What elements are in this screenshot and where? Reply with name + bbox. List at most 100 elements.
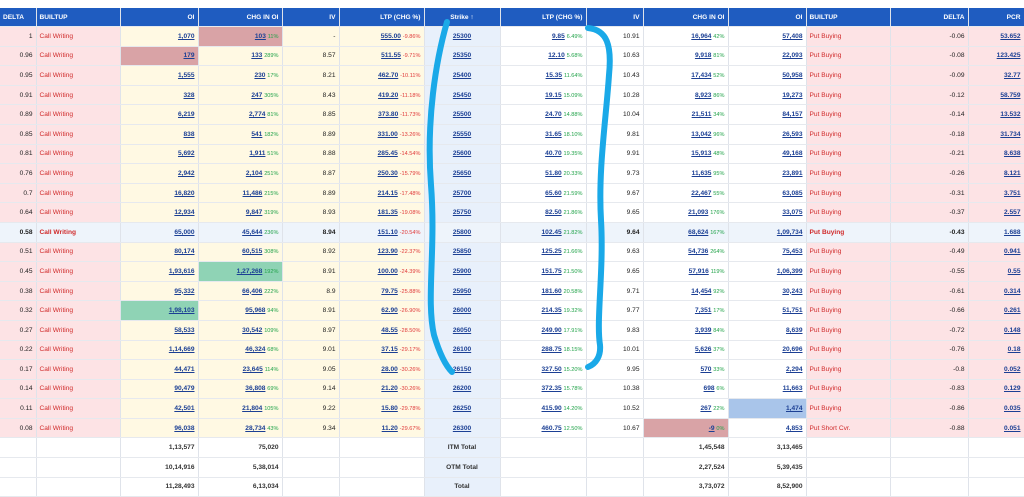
call-chg-oi-link[interactable]: 11,486 <box>242 189 263 197</box>
call-oi-cell[interactable]: 58,533 <box>120 320 199 341</box>
put-ltp-link[interactable]: 51.80 <box>545 169 562 177</box>
call-chg-oi-link[interactable]: 2,104 <box>245 169 263 177</box>
call-chg-oi-link[interactable]: 1,911 <box>249 150 266 158</box>
strike-link[interactable]: 25700 <box>452 189 472 197</box>
call-ltp-cell[interactable]: 37.15 -29.17% <box>339 340 425 361</box>
call-oi-link[interactable]: 58,533 <box>174 326 195 334</box>
pcr-link[interactable]: 0.18 <box>1007 346 1021 354</box>
strike-cell[interactable]: 25350 <box>424 46 501 67</box>
call-ltp-link[interactable]: 462.70 <box>378 71 399 79</box>
pcr-link[interactable]: 0.129 <box>1003 385 1021 393</box>
put-ltp-cell[interactable]: 24.70 14.88% <box>500 104 587 125</box>
put-chg-oi-link[interactable]: 8,923 <box>694 91 712 99</box>
call-oi-link[interactable]: 2,942 <box>177 169 195 177</box>
call-chg-oi-link[interactable]: 45,644 <box>242 228 263 236</box>
put-chg-oi-link[interactable]: 16,964 <box>691 32 712 40</box>
put-chg-oi-link[interactable]: 15,913 <box>691 150 712 158</box>
call-chg-oi-cell[interactable]: 9,847 319% <box>198 202 283 223</box>
strike-link[interactable]: 25450 <box>452 91 472 99</box>
put-chg-oi-cell[interactable]: 7,351 17% <box>643 300 729 321</box>
put-ltp-cell[interactable]: 415.90 14.20% <box>500 398 587 419</box>
strike-link[interactable]: 25900 <box>452 267 472 275</box>
strike-link[interactable]: 26100 <box>452 346 472 354</box>
call-chg-oi-cell[interactable]: 1,911 51% <box>198 144 283 165</box>
call-ltp-cell[interactable]: 331.00 -13.26% <box>339 124 425 145</box>
put-oi-link[interactable]: 63,085 <box>782 189 803 197</box>
call-oi-cell[interactable]: 5,692 <box>120 144 199 165</box>
put-chg-oi-cell[interactable]: 267 22% <box>643 398 729 419</box>
call-chg-oi-link[interactable]: 133 <box>251 52 263 60</box>
call-chg-oi-cell[interactable]: 1,27,268 192% <box>198 261 283 282</box>
put-ltp-link[interactable]: 15.35 <box>545 71 563 79</box>
strike-cell[interactable]: 25600 <box>424 144 501 165</box>
put-chg-oi-cell[interactable]: 9,918 81% <box>643 46 729 67</box>
call-oi-cell[interactable]: 1,555 <box>120 65 199 86</box>
put-oi-cell[interactable]: 1,09,734 <box>728 222 807 243</box>
put-chg-oi-link[interactable]: 54,736 <box>688 248 709 256</box>
col-header-put-builtup[interactable]: BUILTUP <box>806 8 891 27</box>
put-ltp-cell[interactable]: 19.15 15.09% <box>500 85 587 106</box>
strike-cell[interactable]: 25300 <box>424 26 501 47</box>
call-ltp-cell[interactable]: 15.80 -29.78% <box>339 398 425 419</box>
put-ltp-cell[interactable]: 9.85 6.49% <box>500 26 587 47</box>
put-oi-link[interactable]: 20,696 <box>782 346 803 354</box>
call-oi-link[interactable]: 5,692 <box>177 150 195 158</box>
put-chg-oi-cell[interactable]: 570 33% <box>643 359 729 380</box>
col-header-pcr[interactable]: PCR <box>968 8 1024 27</box>
call-oi-cell[interactable]: 16,820 <box>120 183 199 204</box>
put-ltp-link[interactable]: 9.85 <box>551 32 565 40</box>
put-ltp-cell[interactable]: 102.45 21.82% <box>500 222 587 243</box>
put-oi-link[interactable]: 1,09,734 <box>776 228 803 236</box>
col-header-call-builtup[interactable]: BUILTUP <box>36 8 121 27</box>
strike-link[interactable]: 26000 <box>452 307 472 315</box>
pcr-link[interactable]: 1.688 <box>1003 228 1021 236</box>
call-ltp-cell[interactable]: 555.00 -9.86% <box>339 26 425 47</box>
call-oi-cell[interactable]: 90,479 <box>120 379 199 400</box>
put-chg-oi-link[interactable]: 267 <box>700 405 712 413</box>
col-header-call-chg-oi[interactable]: CHG IN OI <box>198 8 283 27</box>
put-chg-oi-cell[interactable]: 14,454 92% <box>643 281 729 302</box>
call-chg-oi-link[interactable]: 230 <box>254 71 266 79</box>
put-ltp-link[interactable]: 19.15 <box>545 91 562 99</box>
put-ltp-link[interactable]: 24.70 <box>545 111 562 119</box>
strike-cell[interactable]: 25700 <box>424 183 501 204</box>
pcr-cell[interactable]: 3.751 <box>968 183 1024 204</box>
put-ltp-link[interactable]: 12.10 <box>548 52 565 60</box>
put-chg-oi-cell[interactable]: 21,511 34% <box>643 104 729 125</box>
call-ltp-link[interactable]: 181.35 <box>377 209 398 217</box>
put-oi-link[interactable]: 1,06,399 <box>776 267 803 275</box>
call-chg-oi-link[interactable]: 247 <box>251 91 263 99</box>
pcr-link[interactable]: 2.557 <box>1003 209 1021 217</box>
call-ltp-link[interactable]: 285.45 <box>377 150 398 158</box>
strike-link[interactable]: 25600 <box>452 150 472 158</box>
call-ltp-link[interactable]: 62.90 <box>381 307 398 315</box>
call-ltp-link[interactable]: 419.20 <box>378 91 399 99</box>
put-chg-oi-link[interactable]: 570 <box>700 365 712 373</box>
call-ltp-link[interactable]: 214.15 <box>377 189 398 197</box>
put-ltp-link[interactable]: 372.35 <box>541 385 562 393</box>
call-oi-cell[interactable]: 65,000 <box>120 222 199 243</box>
pcr-cell[interactable]: 53.652 <box>968 26 1024 47</box>
put-oi-cell[interactable]: 63,085 <box>728 183 807 204</box>
put-chg-oi-link[interactable]: 9,918 <box>694 52 712 60</box>
strike-link[interactable]: 25750 <box>452 209 472 217</box>
put-oi-link[interactable]: 23,891 <box>782 169 803 177</box>
call-oi-cell[interactable]: 1,93,616 <box>120 261 199 282</box>
call-chg-oi-cell[interactable]: 2,774 81% <box>198 104 283 125</box>
call-chg-oi-cell[interactable]: 11,486 215% <box>198 183 283 204</box>
put-ltp-link[interactable]: 415.90 <box>541 405 562 413</box>
strike-cell[interactable]: 26250 <box>424 398 501 419</box>
call-oi-link[interactable]: 838 <box>183 130 195 138</box>
call-chg-oi-link[interactable]: 66,406 <box>242 287 263 295</box>
strike-cell[interactable]: 26300 <box>424 418 501 439</box>
put-oi-link[interactable]: 1,474 <box>785 405 803 413</box>
pcr-cell[interactable]: 31.734 <box>968 124 1024 145</box>
put-ltp-link[interactable]: 327.50 <box>541 365 562 373</box>
call-chg-oi-cell[interactable]: 46,324 68% <box>198 340 283 361</box>
put-oi-cell[interactable]: 22,093 <box>728 46 807 67</box>
pcr-link[interactable]: 0.148 <box>1003 326 1021 334</box>
strike-link[interactable]: 26150 <box>452 365 472 373</box>
call-chg-oi-link[interactable]: 541 <box>251 130 263 138</box>
call-chg-oi-cell[interactable]: 23,645 114% <box>198 359 283 380</box>
call-chg-oi-cell[interactable]: 30,542 109% <box>198 320 283 341</box>
